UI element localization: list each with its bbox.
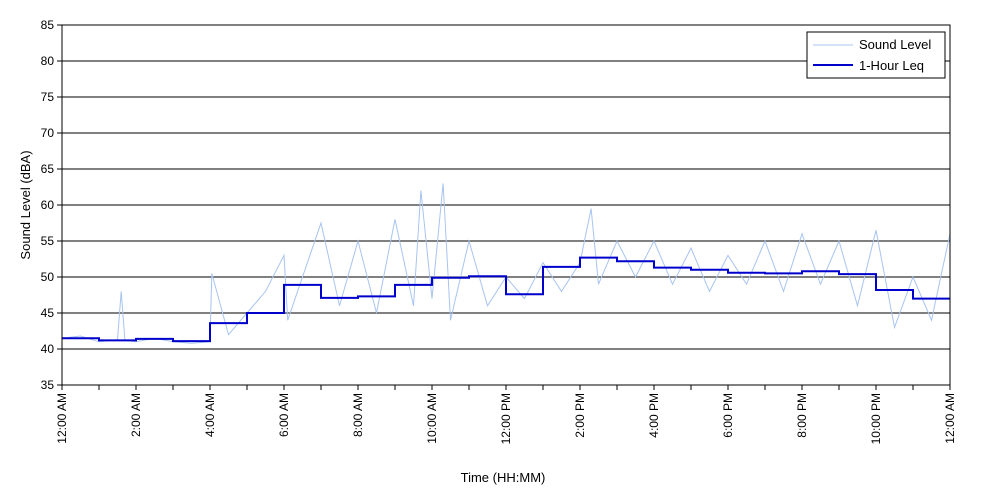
sound-level-series [61,183,951,344]
legend-label-sound-level: Sound Level [859,37,931,52]
x-tick-label: 8:00 PM [795,393,809,438]
y-axis-title: Sound Level (dBA) [18,150,33,259]
leq-series [62,256,950,343]
plot-frame [61,24,951,386]
x-tick-label: 6:00 PM [721,393,735,438]
x-tick-label: 10:00 PM [869,393,883,444]
x-axis-title: Time (HH:MM) [461,470,546,485]
x-tick-label: 8:00 AM [351,393,365,437]
x-axis: 12:00 AM 2:00 AM 4:00 AM 6:00 AM 8:00 AM 10:0… [55,385,957,444]
y-tick-label: 80 [41,54,55,68]
x-tick-label: 10:00 AM [425,393,439,444]
y-tick-label: 85 [41,18,55,32]
y-tick-label: 60 [41,198,55,212]
y-axis: 35 40 45 50 55 60 65 70 75 80 85 [41,18,62,392]
x-tick-label: 12:00 AM [943,393,957,444]
y-tick-label: 75 [41,90,55,104]
legend: Sound Level 1-Hour Leq [806,31,946,79]
y-tick-label: 35 [41,378,55,392]
y-tick-label: 70 [41,126,55,140]
x-tick-label: 2:00 AM [129,393,143,437]
y-tick-label: 40 [41,342,55,356]
x-tick-label: 4:00 AM [203,393,217,437]
x-tick-label: 2:00 PM [573,393,587,438]
x-tick-label: 4:00 PM [647,393,661,438]
x-tick-label: 6:00 AM [277,393,291,437]
legend-box [806,31,946,79]
x-tick-label: 12:00 PM [499,393,513,444]
y-tick-label: 45 [41,306,55,320]
y-tick-label: 65 [41,162,55,176]
legend-label-leq: 1-Hour Leq [859,58,924,73]
y-tick-label: 55 [41,234,55,248]
x-tick-label: 12:00 AM [55,393,69,444]
y-tick-label: 50 [41,270,55,284]
